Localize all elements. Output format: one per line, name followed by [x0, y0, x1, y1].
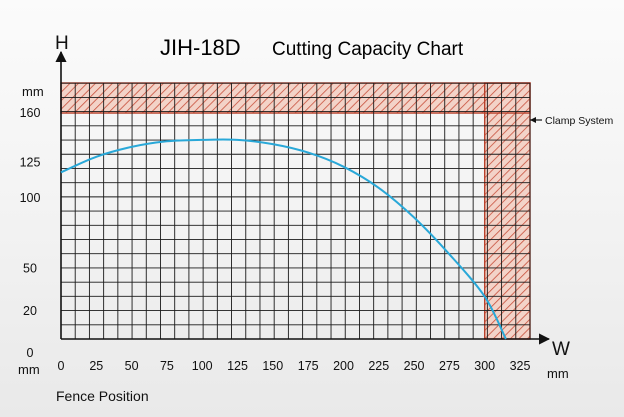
- clamp-pointer-head: [530, 117, 536, 123]
- x-tick-label: 50: [125, 359, 139, 373]
- axes: [55, 50, 551, 345]
- x-axis-title: Fence Position: [56, 388, 149, 404]
- y-unit-label: mm: [22, 84, 44, 99]
- x-axis-letter: W: [552, 339, 570, 360]
- x-tick-label: 25: [89, 359, 103, 373]
- x-tick-label: 150: [262, 359, 283, 373]
- x-tick-label: 325: [510, 359, 531, 373]
- x-tick-label: 200: [333, 359, 354, 373]
- y-tick-label: 100: [20, 191, 41, 205]
- x-tick-label: 100: [192, 359, 213, 373]
- x-tick-label: 125: [227, 359, 248, 373]
- x-tick-label: 225: [368, 359, 389, 373]
- grid: [60, 82, 531, 340]
- clamp-zone-top-hatch: [61, 83, 530, 114]
- x-tick-label: 175: [298, 359, 319, 373]
- chart-title: Cutting Capacity Chart: [272, 39, 464, 60]
- x-tick-label: 0: [58, 359, 65, 373]
- clamp-system-label: Clamp System: [545, 115, 614, 127]
- x-tick-label: 275: [439, 359, 460, 373]
- y-origin-unit-label: mm: [18, 362, 40, 377]
- tick-labels: 0 25 50 75 100 125 150 175 200 225 250 275 300 325 0 20…: [20, 106, 531, 373]
- y-tick-label: 50: [23, 261, 37, 275]
- x-tick-label: 250: [404, 359, 425, 373]
- x-unit-label: mm: [547, 366, 569, 381]
- capacity-curve: [60, 138, 507, 340]
- x-tick-label: 300: [474, 359, 495, 373]
- series-layer: [60, 138, 507, 340]
- y-tick-label: 160: [20, 106, 41, 120]
- x-tick-label: 75: [160, 359, 174, 373]
- y-tick-label: 0: [27, 346, 34, 360]
- title-model: JIH-18D: [160, 35, 241, 60]
- clamp-zone-right-hatch: [484, 113, 530, 340]
- y-tick-label: 125: [20, 156, 41, 170]
- y-tick-label: 20: [23, 304, 37, 318]
- y-axis-letter: H: [55, 33, 69, 54]
